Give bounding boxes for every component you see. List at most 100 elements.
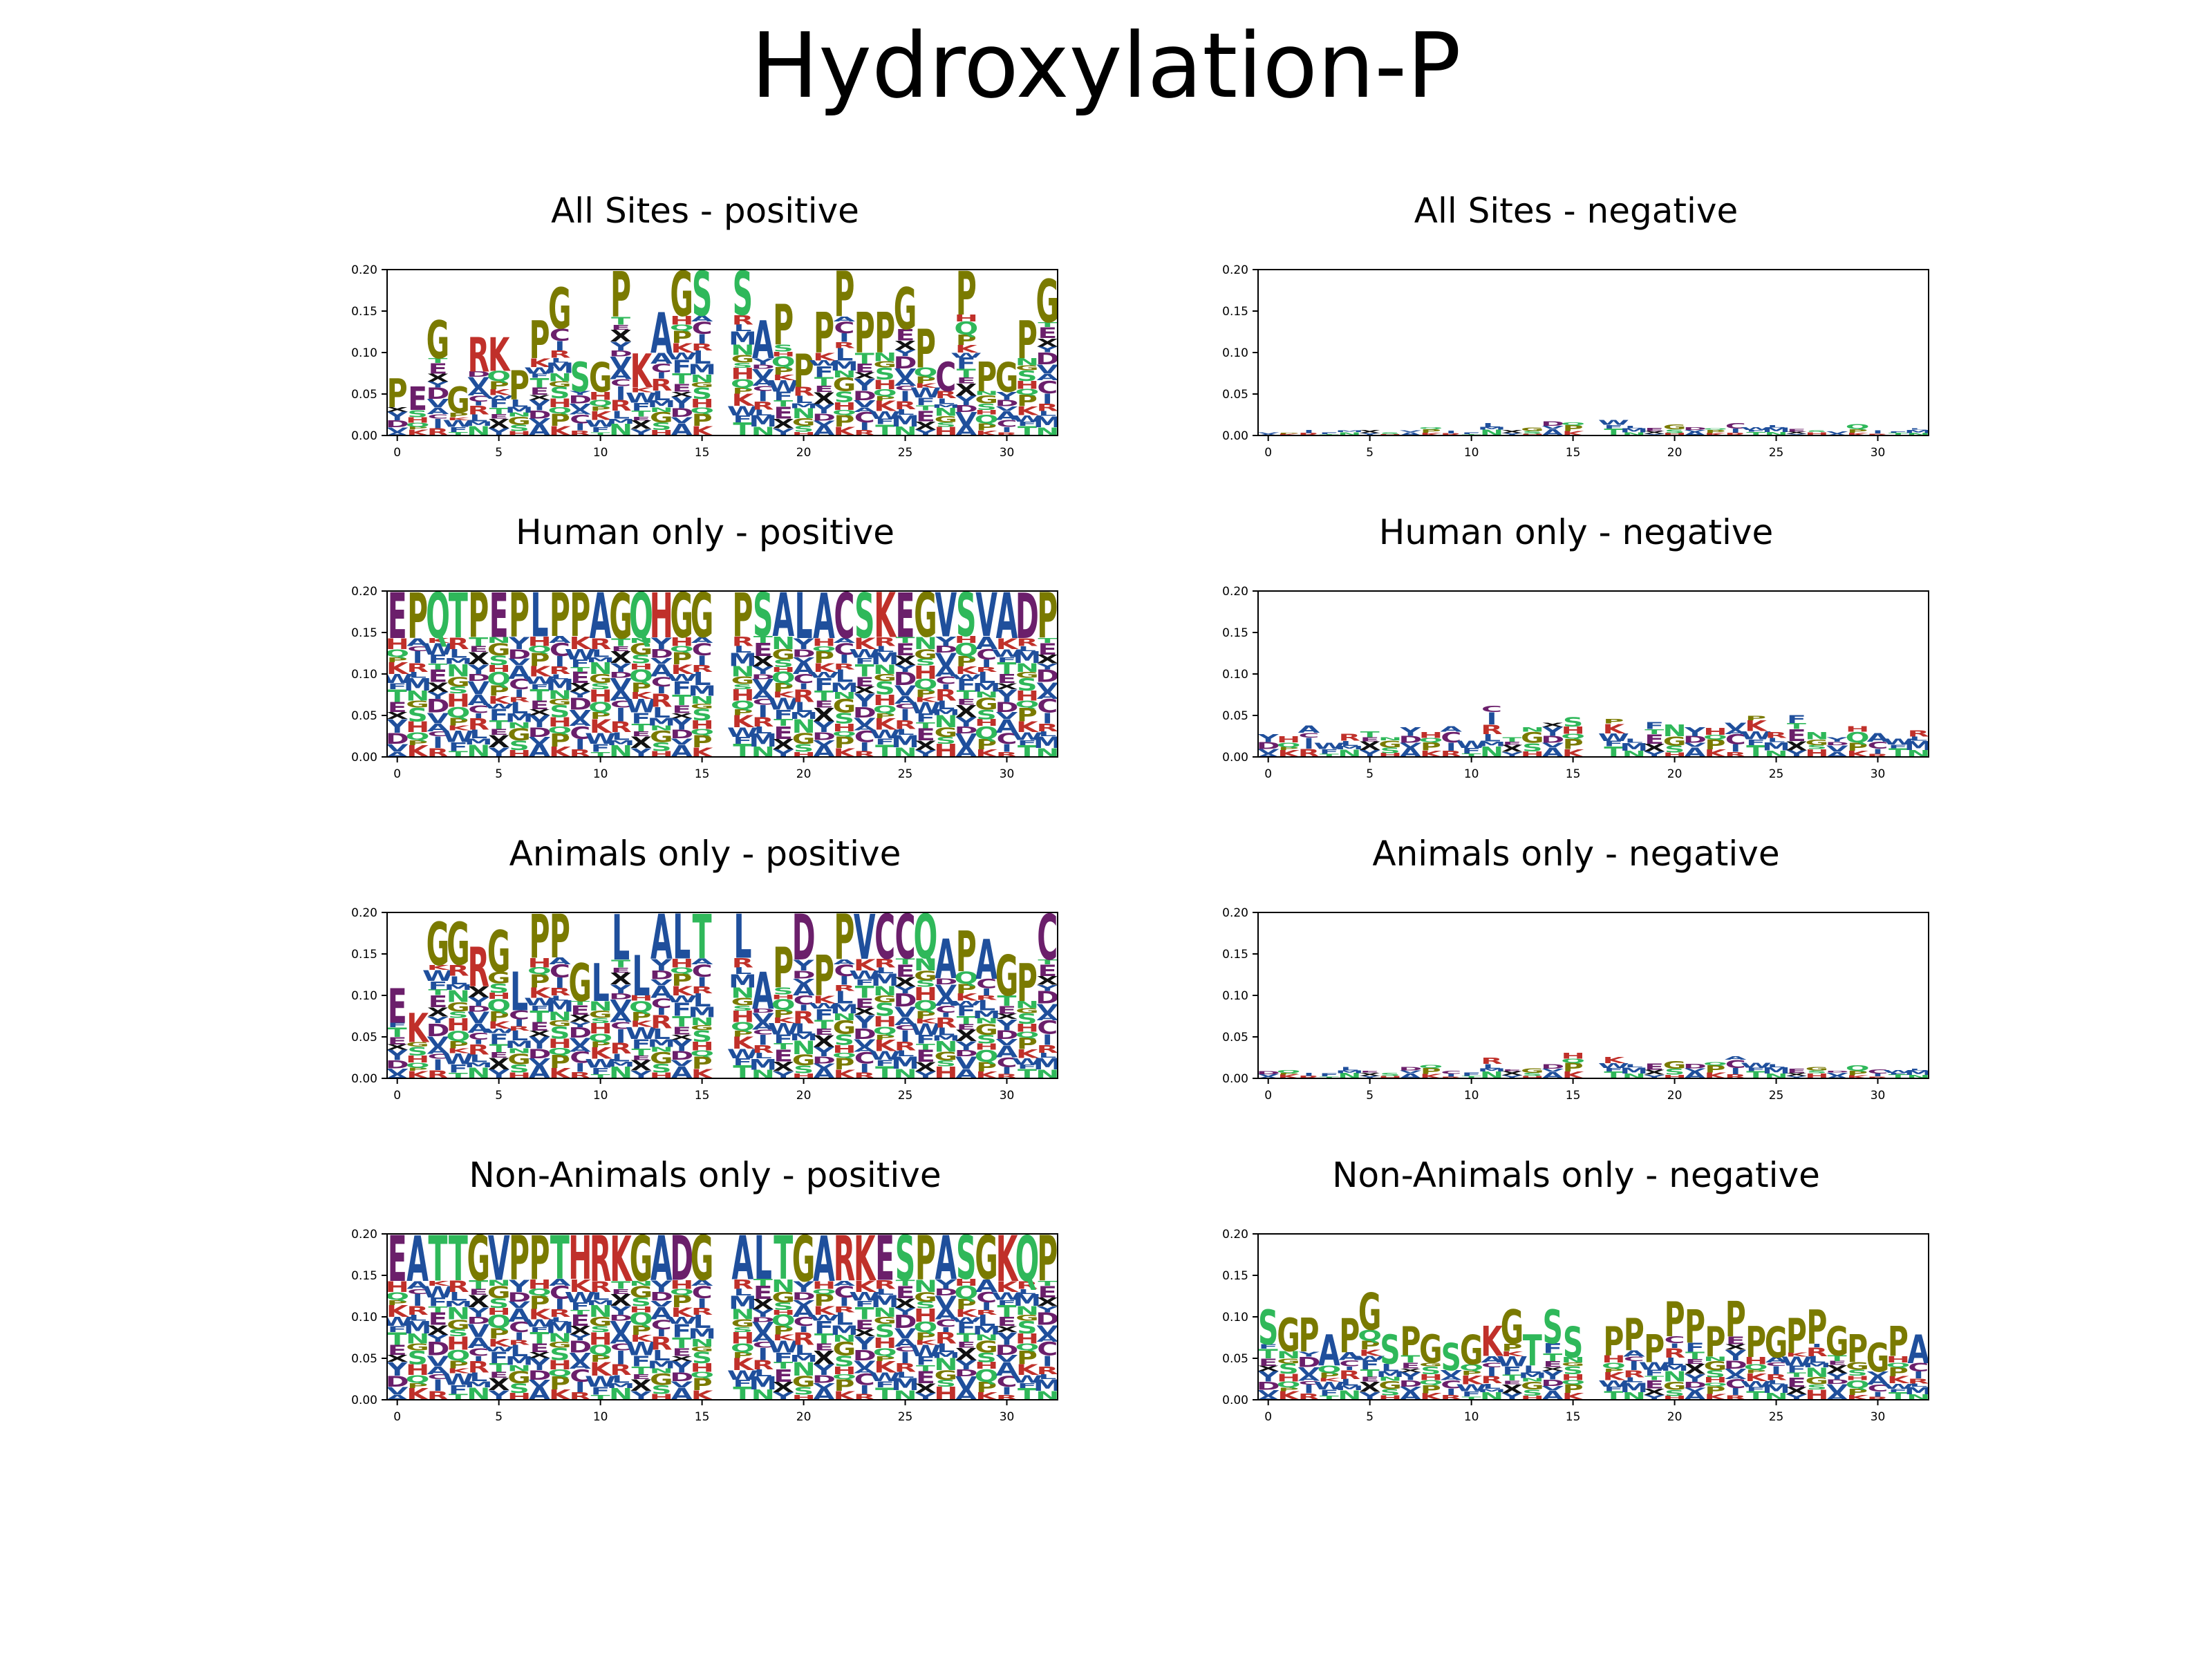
logo-letter: S: [1258, 1302, 1279, 1356]
logo-chart: 0.000.050.100.150.200 5 10 15 20 25 30AVDYXETF…: [351, 906, 1058, 1103]
logo-letter: C: [407, 1288, 428, 1296]
logo-letter: E: [631, 1373, 650, 1381]
logo-letter: R: [874, 635, 896, 648]
logo-letter: P: [956, 1296, 977, 1313]
logo-letter: Q: [487, 996, 511, 1015]
logo-letter: H: [406, 719, 429, 735]
logo-letter: D: [1826, 741, 1849, 747]
logo-letter: W: [666, 351, 697, 362]
logo-letter: P: [1685, 1300, 1705, 1353]
logo-letter: V: [813, 420, 835, 427]
logo-letter: X: [752, 653, 774, 670]
logo-letter: D: [751, 1316, 775, 1324]
logo-letter: S: [651, 1383, 671, 1397]
logo-letter: G: [995, 944, 1019, 1009]
logo-letter: L: [632, 944, 650, 1009]
logo-letter: S: [794, 742, 814, 755]
logo-letter: T: [957, 688, 977, 702]
logo-letter: I: [575, 1379, 585, 1396]
logo-letter: G: [873, 360, 897, 370]
logo-letter: L: [733, 1288, 751, 1298]
logo-letter: N: [548, 371, 572, 384]
logo-letter: A: [691, 315, 714, 324]
logo-letter: N: [1338, 431, 1361, 437]
logo-letter: C: [1298, 732, 1319, 740]
logo-letter: V: [1257, 748, 1280, 756]
logo-letter: I: [656, 685, 666, 695]
logo-letter: P: [874, 1355, 895, 1362]
logo-letter: R: [834, 341, 856, 350]
logo-letter: H: [1378, 434, 1402, 436]
logo-letter: H: [527, 956, 551, 971]
logo-letter: L: [896, 408, 914, 417]
logo-letter: M: [1013, 648, 1042, 667]
logo-letter: G: [447, 380, 470, 422]
logo-letter: A: [752, 1331, 775, 1344]
logo-letter: E: [469, 1288, 488, 1297]
logo-letter: I: [575, 736, 585, 753]
logo-letter: V: [1541, 1068, 1564, 1073]
logo-letter: X: [772, 1379, 794, 1396]
logo-letter: K: [1846, 1074, 1870, 1079]
logo-letter: F: [591, 742, 610, 755]
logo-letter: A: [386, 751, 409, 759]
logo-letter: E: [529, 699, 549, 712]
logo-letter: I: [433, 1376, 443, 1395]
logo-letter: Q: [629, 1309, 653, 1329]
logo-letter: G: [1015, 1007, 1039, 1015]
logo-letter: G: [630, 1224, 653, 1295]
y-tick-label: 0.15: [351, 305, 377, 319]
x-tick-label: 15: [1566, 1410, 1581, 1424]
logo-letter: G: [1460, 1327, 1483, 1374]
logo-letter: F: [957, 1320, 976, 1337]
logo-letter: W: [1741, 1062, 1772, 1070]
logo-letter: M: [1033, 1376, 1062, 1395]
logo-letter: Q: [690, 728, 714, 737]
logo-letter: L: [754, 409, 772, 418]
logo-letter: E: [428, 992, 447, 1011]
logo-letter: Y: [915, 749, 937, 759]
logo-letter: P: [956, 981, 977, 996]
logo-letter: D: [812, 412, 836, 423]
logo-letter: L: [795, 580, 813, 653]
logo-letter: Y: [671, 1358, 693, 1376]
logo-letter: Y: [1257, 1369, 1280, 1385]
logo-letter: C: [996, 1056, 1017, 1070]
logo-letter: Y: [915, 1391, 937, 1402]
logo-letter: N: [975, 1333, 998, 1342]
logo-letter: M: [973, 1324, 1001, 1338]
logo-letter: Y: [772, 427, 794, 438]
logo-letter: H: [934, 741, 957, 762]
logo-letter: H: [1419, 731, 1443, 740]
logo-letter: X: [894, 1295, 917, 1311]
logo-letter: H: [629, 662, 653, 672]
logo-letter: G: [670, 260, 693, 331]
logo-letter: R: [935, 1015, 957, 1031]
logo-letter: T: [631, 409, 651, 418]
logo-letter: I: [839, 974, 850, 988]
logo-letter: A: [813, 422, 835, 439]
logo-letter: X: [630, 418, 653, 431]
logo-letter: S: [834, 710, 854, 727]
logo-letter: N: [791, 1359, 815, 1380]
logo-letter: N: [873, 350, 897, 364]
logo-letter: F: [591, 1385, 610, 1398]
logo-letter: P: [1421, 740, 1441, 753]
logo-letter: N: [589, 1302, 612, 1321]
logo-letter: T: [997, 993, 1017, 1009]
logo-letter: N: [609, 421, 632, 440]
logo-letter: Y: [752, 665, 774, 677]
logo-letter: D: [934, 1288, 957, 1298]
logo-letter: A: [427, 722, 449, 734]
logo-letter: I: [554, 338, 565, 353]
logo-letter: T: [429, 662, 449, 672]
logo-letter: I: [615, 705, 626, 727]
logo-letter: M: [404, 675, 432, 694]
logo-letter: P: [1319, 1371, 1340, 1380]
logo-letter: G: [833, 375, 856, 396]
logo-letter: Q: [771, 354, 796, 371]
logo-letter: D: [527, 1047, 551, 1062]
logo-letter: S: [407, 1045, 428, 1058]
logo-letter: Q: [1418, 737, 1443, 743]
logo-letter: T: [570, 1000, 590, 1006]
